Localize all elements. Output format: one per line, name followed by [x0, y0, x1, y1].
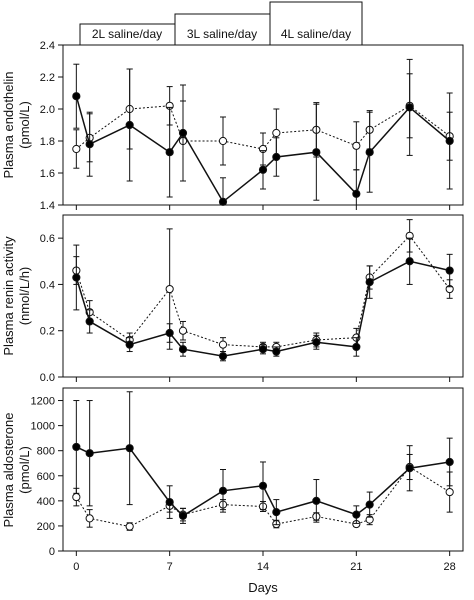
- y-tick-label: 1000: [31, 421, 55, 433]
- data-point-filled: [258, 481, 268, 490]
- y-tick-label: 800: [37, 446, 55, 458]
- data-point-open: [125, 522, 134, 531]
- phase-labels: 2L saline/day 3L saline/day 4L saline/da…: [79, 1, 363, 46]
- data-point-filled: [218, 197, 228, 206]
- data-point-filled: [272, 508, 281, 517]
- data-point-filled: [352, 510, 361, 519]
- data-point-filled: [365, 278, 374, 287]
- data-point-filled: [178, 345, 188, 354]
- data-point-filled: [72, 442, 81, 452]
- data-point-filled: [165, 148, 174, 157]
- y-tick-label: 1.6: [40, 168, 55, 180]
- y-tick-label: 0.0: [40, 372, 55, 384]
- x-tick-label: 0: [73, 561, 79, 573]
- data-point-filled: [352, 342, 361, 352]
- data-point-open: [85, 514, 94, 523]
- data-point-filled: [125, 340, 134, 349]
- data-point-filled: [218, 352, 228, 361]
- data-point-filled: [72, 273, 81, 282]
- phase-label-3l: 3L saline/day: [187, 27, 257, 41]
- data-point-filled: [312, 148, 321, 157]
- data-point-filled: [85, 317, 94, 326]
- data-point-filled: [405, 257, 414, 266]
- data-point-filled: [218, 486, 228, 495]
- data-point-filled: [445, 457, 454, 467]
- data-point-filled: [272, 347, 281, 356]
- data-point-filled: [365, 500, 374, 509]
- panel-endothelin: Plasma endothelin (pmol/L) 1.4 1.6 1.8 2.0 2…: [1, 40, 464, 212]
- data-point-filled: [405, 103, 414, 112]
- data-point-filled: [258, 345, 268, 354]
- data-point-filled: [258, 165, 268, 174]
- panel-aldosterone: Plasma aldosterone (pmol/L) Days 0 200 400…: [1, 387, 464, 595]
- y-tick-label: 2.4: [40, 40, 55, 52]
- y-tick-label: 1200: [31, 396, 55, 408]
- ylabel-line1: Plasma renin activity: [1, 236, 16, 356]
- ylabel-line1: Plasma aldosterone: [1, 413, 16, 528]
- y-tick-label: 2.2: [40, 72, 55, 84]
- data-point-filled: [178, 128, 188, 138]
- data-point-open: [218, 340, 228, 349]
- y-tick-label: 200: [37, 521, 55, 533]
- y-tick-label: 1.4: [40, 200, 55, 212]
- data-point-filled: [365, 148, 374, 157]
- ylabel-line2: (nmol/L/h): [17, 267, 32, 326]
- x-tick-label: 21: [350, 561, 362, 573]
- phase-label-4l: 4L saline/day: [281, 27, 351, 41]
- y-tick-label: 0.4: [40, 279, 55, 291]
- x-tick-label: 14: [257, 561, 269, 573]
- data-point-open: [218, 136, 228, 146]
- data-point-open: [352, 141, 361, 150]
- data-point-open: [72, 144, 81, 154]
- data-point-filled: [125, 120, 134, 130]
- x-tick-label: 7: [167, 561, 173, 573]
- ylabel-line1: Plasma endothelin: [1, 72, 16, 179]
- phase-box-4l: [269, 1, 363, 46]
- data-point-filled: [445, 136, 454, 146]
- y-tick-label: 1.8: [40, 136, 55, 148]
- data-point-filled: [85, 140, 94, 149]
- data-point-filled: [125, 444, 134, 453]
- ylabel-line2: (pmol/L): [17, 446, 32, 494]
- data-point-open: [178, 326, 188, 335]
- data-point-open: [272, 128, 281, 138]
- phase-label-2l: 2L saline/day: [92, 27, 162, 41]
- y-tick-label: 0.6: [40, 233, 55, 245]
- data-point-filled: [352, 189, 361, 198]
- data-point-open: [445, 487, 454, 497]
- y-tick-label: 2.0: [40, 104, 55, 116]
- data-point-filled: [85, 449, 94, 458]
- data-point-filled: [165, 498, 174, 507]
- data-point-filled: [312, 496, 321, 505]
- y-tick-label: 600: [37, 471, 55, 483]
- data-point-filled: [165, 328, 174, 338]
- data-point-filled: [178, 511, 188, 520]
- series-line-dotted: [75, 235, 451, 348]
- y-tick-label: 400: [37, 496, 55, 508]
- data-point-filled: [272, 152, 281, 162]
- y-tick-label: 0: [49, 546, 55, 558]
- data-point-filled: [405, 464, 414, 473]
- ylabel-line2: (pmol/L): [17, 101, 32, 149]
- xlabel: Days: [248, 580, 278, 595]
- data-point-filled: [312, 338, 321, 347]
- panel-renin: Plasma renin activity (nmol/L/h) 0.0 0.2 0…: [1, 214, 464, 384]
- phase-box-3l: [174, 13, 271, 46]
- data-point-open: [72, 492, 81, 502]
- data-point-open: [165, 284, 174, 294]
- x-tick-label: 28: [444, 561, 456, 573]
- data-point-filled: [445, 266, 454, 275]
- data-point-filled: [72, 92, 81, 101]
- y-tick-label: 0.2: [40, 326, 55, 338]
